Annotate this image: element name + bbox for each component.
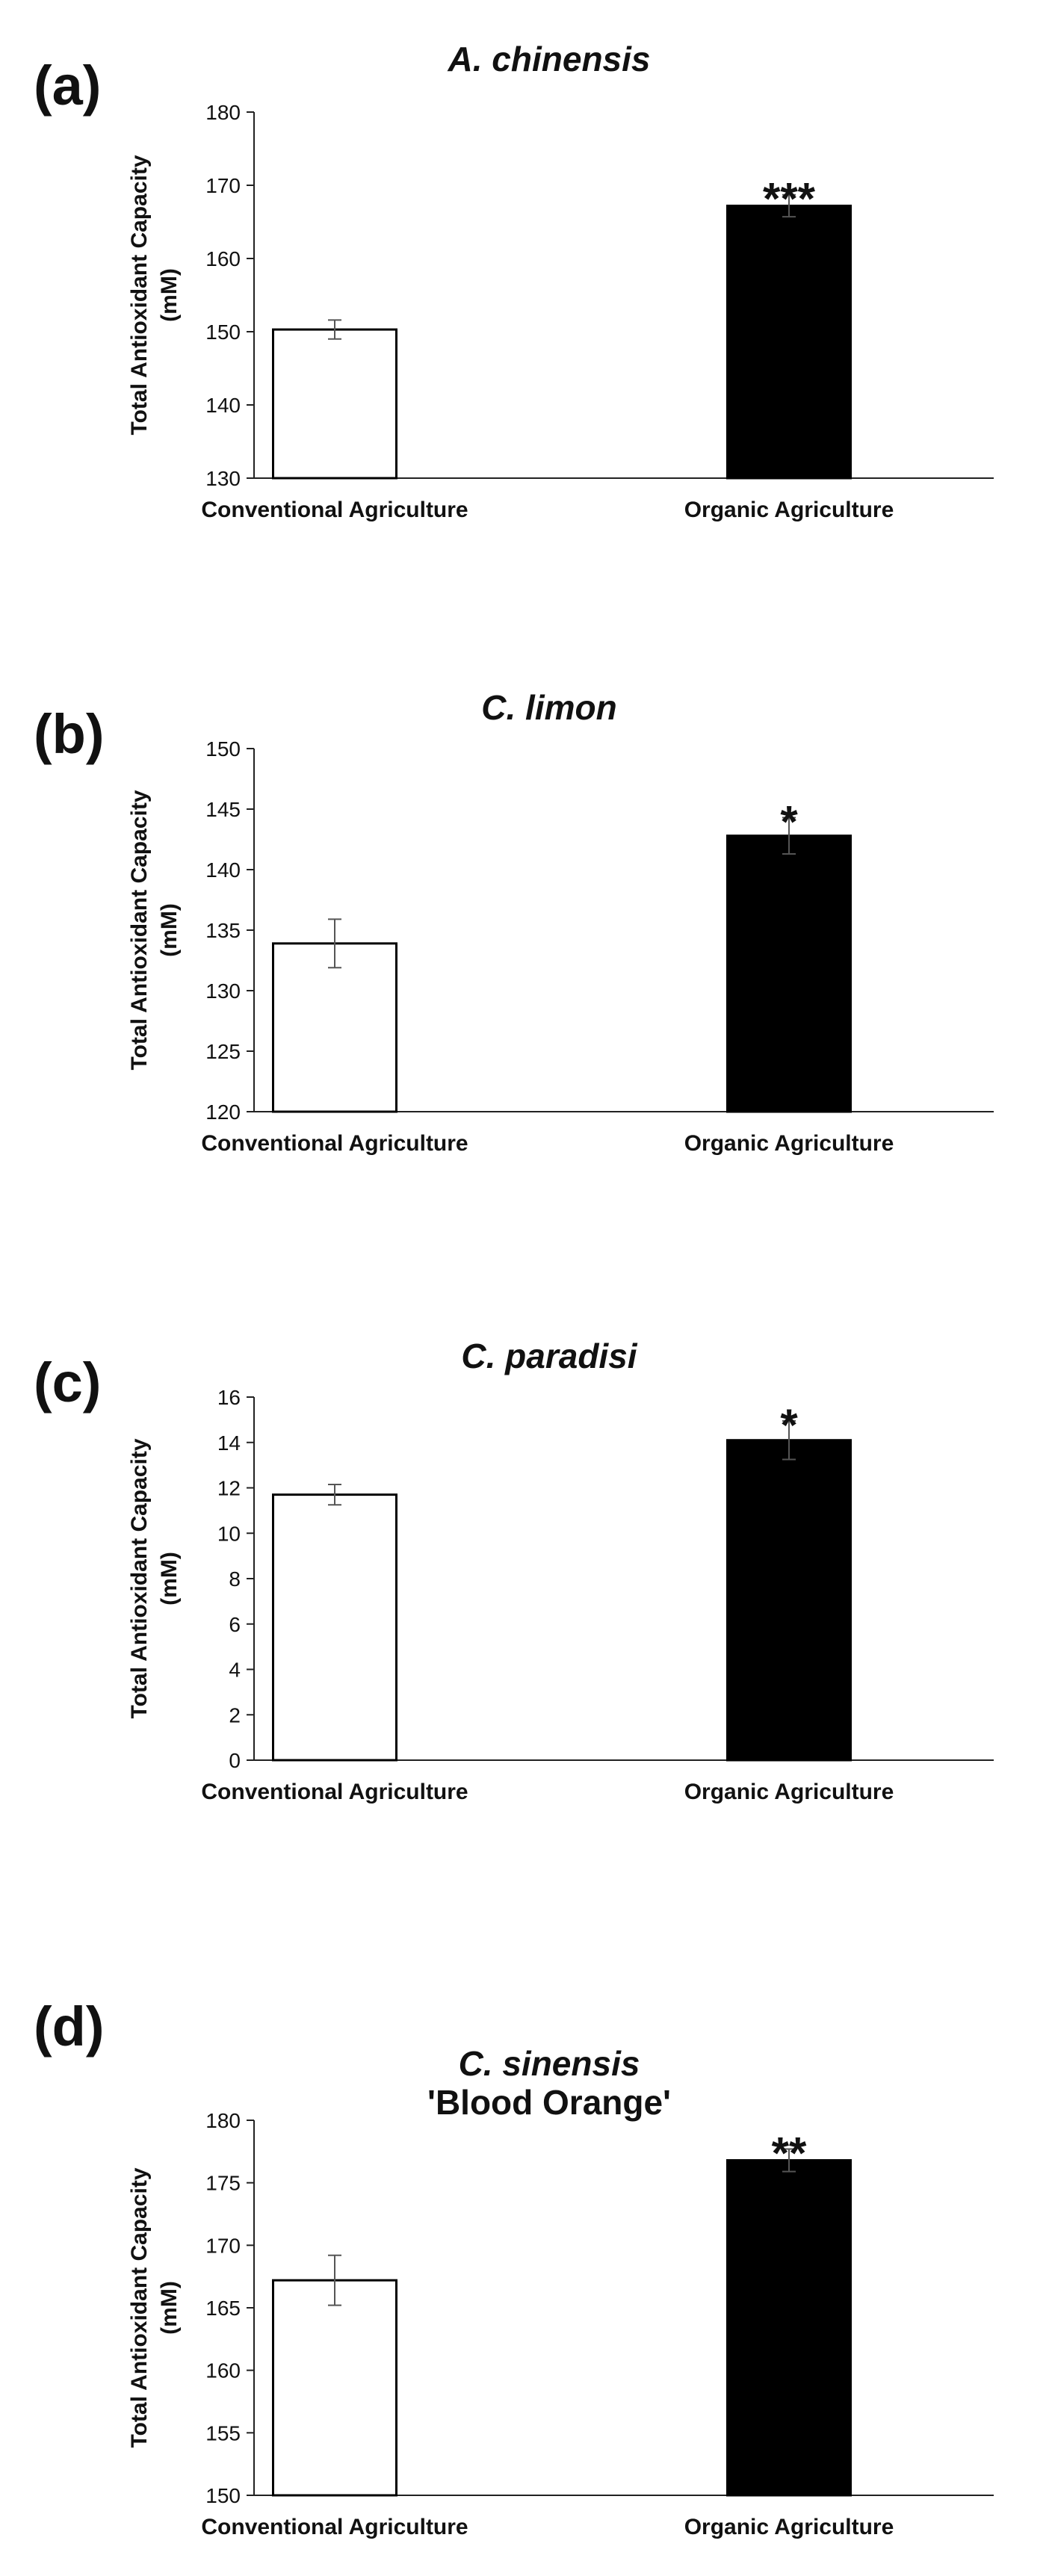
chart-title: C. sinensis [459, 2044, 640, 2083]
y-tick-label: 12 [217, 1477, 241, 1500]
panel-letter: (b) [34, 703, 105, 765]
y-tick-label: 180 [205, 2109, 241, 2132]
y-tick-label: 160 [205, 2359, 241, 2383]
panel-d-chart: (d) C. sinensis'Blood Orange' Total Antiox… [34, 1996, 994, 2539]
category-label: Conventional Agriculture [201, 498, 468, 522]
y-tick-label: 180 [205, 101, 241, 124]
category-label: Organic Agriculture [684, 2515, 894, 2539]
y-axis-unit: (mM) [157, 903, 182, 957]
chart-title: C. paradisi [461, 1337, 637, 1375]
y-axis-unit: (mM) [157, 1552, 182, 1606]
y-tick-label: 0 [229, 1749, 241, 1772]
bar [726, 204, 852, 480]
panel-a-chart: (a) A. chinensis Total Antioxidant Capacit… [34, 40, 994, 522]
y-tick-label: 8 [229, 1567, 241, 1591]
bar [272, 328, 397, 480]
bar [272, 942, 397, 1113]
y-axis-label: Total Antioxidant Capacity [127, 1438, 152, 1718]
y-axis-unit: (mM) [157, 268, 182, 322]
bar [272, 1493, 397, 1762]
y-tick-label: 140 [205, 858, 241, 882]
panel-c-chart: (c) C. paradisi Total Antioxidant Capacity… [34, 1337, 994, 1804]
bar [272, 2279, 397, 2497]
y-tick-label: 175 [205, 2172, 241, 2195]
chart-subtitle: 'Blood Orange' [427, 2083, 671, 2122]
y-tick-label: 6 [229, 1613, 241, 1636]
y-tick-label: 2 [229, 1703, 241, 1727]
y-tick-label: 150 [205, 2484, 241, 2507]
chart-title: A. chinensis [448, 40, 651, 78]
y-tick-label: 130 [205, 467, 241, 490]
y-tick-label: 160 [205, 247, 241, 270]
y-tick-label: 150 [205, 737, 241, 761]
y-tick-label: 10 [217, 1522, 241, 1545]
y-tick-label: 120 [205, 1100, 241, 1124]
y-axis-label: Total Antioxidant Capacity [127, 2167, 152, 2447]
y-tick-label: 150 [205, 321, 241, 344]
y-tick-label: 4 [229, 1659, 241, 1682]
y-tick-label: 16 [217, 1386, 241, 1409]
bar [726, 2159, 852, 2497]
y-tick-label: 170 [205, 174, 241, 197]
category-label: Conventional Agriculture [201, 2515, 468, 2539]
panel-letter: (a) [34, 55, 101, 117]
y-tick-label: 125 [205, 1040, 241, 1063]
panel-letter: (c) [34, 1352, 101, 1414]
y-axis-label: Total Antioxidant Capacity [127, 790, 152, 1070]
chart-title: C. limon [481, 688, 616, 727]
y-tick-label: 130 [205, 979, 241, 1003]
category-label: Conventional Agriculture [201, 1780, 468, 1804]
bar [726, 835, 852, 1113]
category-label: Organic Agriculture [684, 1131, 894, 1156]
significance-marker: * [780, 1400, 798, 1450]
y-axis-label: Total Antioxidant Capacity [127, 155, 152, 435]
significance-marker: *** [763, 174, 816, 224]
bar [726, 1439, 852, 1762]
panel-letter: (d) [34, 1996, 105, 2058]
category-label: Organic Agriculture [684, 498, 894, 522]
y-tick-label: 170 [205, 2234, 241, 2257]
y-tick-label: 14 [217, 1431, 241, 1455]
significance-marker: * [780, 796, 798, 846]
y-tick-label: 135 [205, 919, 241, 942]
y-axis-unit: (mM) [157, 2281, 182, 2335]
category-label: Conventional Agriculture [201, 1131, 468, 1156]
y-tick-label: 155 [205, 2421, 241, 2445]
y-tick-label: 145 [205, 798, 241, 821]
y-tick-label: 140 [205, 394, 241, 417]
significance-marker: ** [772, 2128, 807, 2178]
y-tick-label: 165 [205, 2297, 241, 2320]
panel-b-chart: (b) C. limon Total Antioxidant Capacity (mM… [34, 688, 994, 1156]
category-label: Organic Agriculture [684, 1780, 894, 1804]
